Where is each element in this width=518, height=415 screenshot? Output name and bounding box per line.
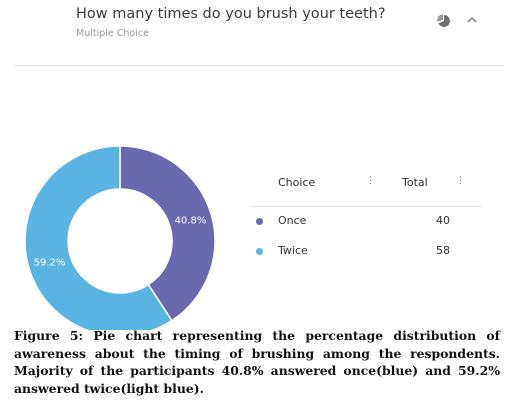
table-header-divider bbox=[250, 206, 482, 207]
row-value: 40 bbox=[436, 214, 450, 227]
table-row-once: Once 40 bbox=[250, 214, 482, 234]
total-column-header[interactable]: Total bbox=[402, 176, 428, 189]
question-title: How many times do you brush your teeth? bbox=[76, 6, 386, 22]
legend-dot-once bbox=[256, 218, 263, 225]
sort-choice-icon[interactable]: ⋮ bbox=[366, 176, 375, 186]
slice-label-once: 40.8% bbox=[175, 216, 207, 227]
question-header: How many times do you brush your teeth? … bbox=[0, 0, 518, 62]
slice-once[interactable] bbox=[119, 145, 216, 322]
pie-chart-icon[interactable] bbox=[437, 14, 451, 28]
row-label: Twice bbox=[278, 244, 308, 257]
question-type: Multiple Choice bbox=[76, 28, 149, 39]
row-value: 58 bbox=[436, 244, 450, 257]
sort-total-icon[interactable]: ⋮ bbox=[456, 176, 465, 186]
slice-label-twice: 59.2% bbox=[34, 257, 66, 268]
header-divider bbox=[14, 65, 504, 66]
donut-chart: 40.8% 59.2% bbox=[24, 145, 216, 330]
slice-twice[interactable] bbox=[24, 145, 173, 330]
legend-dot-twice bbox=[256, 248, 263, 255]
chevron-up-icon[interactable] bbox=[466, 14, 478, 26]
table-row-twice: Twice 58 bbox=[250, 244, 482, 264]
figure-caption: Figure 5: Pie chart representing the per… bbox=[14, 328, 500, 396]
choice-column-header[interactable]: Choice bbox=[278, 176, 316, 189]
row-label: Once bbox=[278, 214, 307, 227]
